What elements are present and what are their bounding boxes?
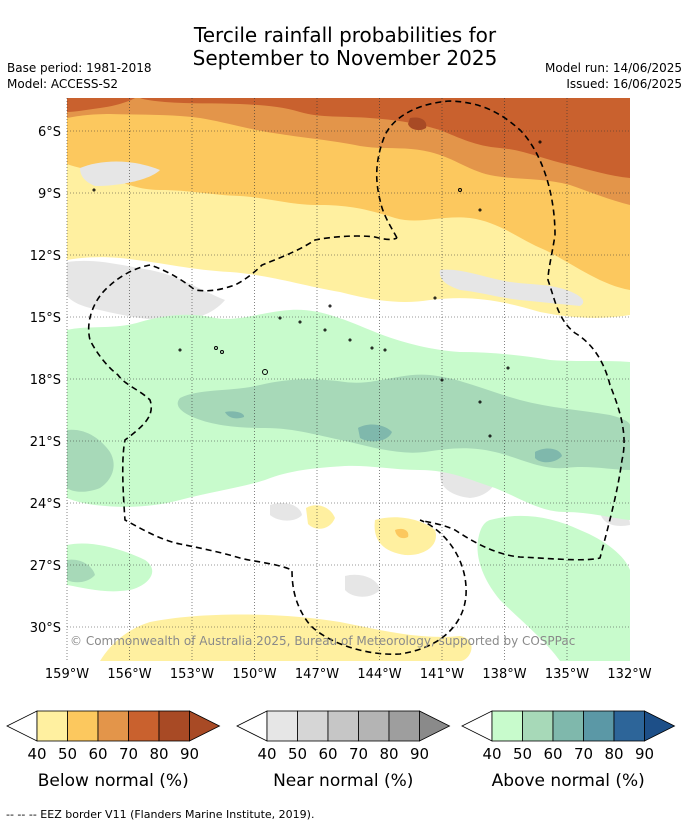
legend-swatch xyxy=(266,710,298,742)
legend-swatch xyxy=(67,710,99,742)
legend-swatch xyxy=(522,710,554,742)
legend-swatch xyxy=(36,710,68,742)
legend-swatch xyxy=(128,710,160,742)
x-tick-label: 147°W xyxy=(295,667,339,682)
legend-tick-label: 70 xyxy=(118,745,139,763)
x-tick-label: 138°W xyxy=(482,667,526,682)
legend-extend-high xyxy=(644,710,676,742)
above-60-spot xyxy=(535,448,562,463)
legend-tick-label: 90 xyxy=(409,745,430,763)
legend-tick-label: 90 xyxy=(634,745,655,763)
legend-tick-label: 90 xyxy=(179,745,200,763)
legend-below-normal xyxy=(6,710,221,742)
eez-footnote: -- -- -- EEZ border V11 (Flanders Marine… xyxy=(6,808,315,821)
legend-swatch xyxy=(552,710,584,742)
above-50-region-south xyxy=(67,559,95,583)
legend-swatch xyxy=(613,710,645,742)
below-70-strip xyxy=(67,98,135,112)
y-tick-label: 27°S xyxy=(30,559,61,574)
legend-tick-label: 80 xyxy=(379,745,399,763)
legend-tick-label: 50 xyxy=(512,745,533,763)
y-tick-label: 30°S xyxy=(30,621,61,636)
x-tick-label: 156°W xyxy=(107,667,151,682)
copyright-note: © Commonwealth of Australia 2025, Bureau… xyxy=(70,634,576,648)
graticule xyxy=(66,98,630,661)
legend-tick-label: 80 xyxy=(604,745,624,763)
legend-swatch xyxy=(297,710,329,742)
near-normal-patch xyxy=(270,503,302,521)
below-40-patch xyxy=(306,505,335,529)
legend-tick-label: 70 xyxy=(573,745,594,763)
legend-tick-label: 40 xyxy=(27,745,47,763)
x-tick-label: 159°W xyxy=(45,667,89,682)
x-tick-label: 141°W xyxy=(420,667,464,682)
title-line-1: Tercile rainfall probabilities for xyxy=(193,23,497,47)
legend-tick-label: 40 xyxy=(482,745,502,763)
legend-extend-high xyxy=(189,710,221,742)
legend-swatch xyxy=(491,710,523,742)
legend-extend-low xyxy=(236,710,268,742)
above-60-spot xyxy=(358,424,392,442)
above-40-region-south xyxy=(477,515,630,661)
legend-above-normal xyxy=(461,710,676,742)
eez-border xyxy=(87,100,625,656)
y-axis-labels: 6°S 9°S 12°S 15°S 18°S 21°S 24°S 27°S 30°S xyxy=(30,125,61,636)
x-axis-labels: 159°W 156°W 153°W 150°W 147°W 144°W 141°W 138°W… xyxy=(45,667,652,682)
y-tick-label: 21°S xyxy=(30,435,61,450)
near-normal-patch xyxy=(439,269,584,306)
y-tick-label: 15°S xyxy=(30,311,61,326)
below-50-spot xyxy=(395,528,409,539)
below-40-patch xyxy=(100,614,472,661)
legend-swatch xyxy=(158,710,190,742)
below-70-region xyxy=(140,98,630,178)
legend-swatch xyxy=(388,710,420,742)
base-period: Base period: 1981-2018 xyxy=(7,61,152,75)
legend-extend-low xyxy=(461,710,493,742)
near-normal-patch xyxy=(67,260,225,321)
legend-swatch xyxy=(327,710,359,742)
y-tick-label: 24°S xyxy=(30,497,61,512)
legend-swatch xyxy=(583,710,615,742)
meta-left: Base period: 1981-2018 Model: ACCESS-S2 xyxy=(7,60,152,92)
title-line-2: September to November 2025 xyxy=(192,46,498,70)
legend-tick-label: 50 xyxy=(57,745,78,763)
legend-label: Below normal (%) xyxy=(37,771,189,791)
above-50-region-west xyxy=(67,429,114,492)
x-tick-label: 132°W xyxy=(607,667,651,682)
legend-tick-label: 70 xyxy=(348,745,369,763)
x-tick-label: 150°W xyxy=(232,667,276,682)
legend-tick-label: 60 xyxy=(88,745,108,763)
x-tick-label: 144°W xyxy=(357,667,401,682)
x-tick-label: 135°W xyxy=(545,667,589,682)
above-60-spot xyxy=(225,411,245,419)
legend-label: Above normal (%) xyxy=(491,771,645,791)
y-tick-label: 6°S xyxy=(38,125,61,140)
legend-extend-low xyxy=(6,710,38,742)
y-tick-label: 18°S xyxy=(30,373,61,388)
legend-tick-label: 50 xyxy=(287,745,308,763)
near-normal-patch xyxy=(345,574,380,597)
model-name: Model: ACCESS-S2 xyxy=(7,77,119,91)
legend-near-normal xyxy=(236,710,451,742)
chart-title: Tercile rainfall probabilities for Septe… xyxy=(0,24,690,70)
legend-tick-label: 80 xyxy=(149,745,169,763)
legend-swatch xyxy=(358,710,390,742)
x-tick-label: 153°W xyxy=(170,667,214,682)
legend-swatch xyxy=(97,710,129,742)
issued-date: Issued: 16/06/2025 xyxy=(566,77,682,91)
map-field xyxy=(67,98,630,661)
legend-tick-label: 40 xyxy=(257,745,277,763)
above-50-region xyxy=(177,374,630,470)
legend-label: Near normal (%) xyxy=(273,771,414,791)
near-normal-patch xyxy=(80,161,160,186)
model-run: Model run: 14/06/2025 xyxy=(544,61,682,75)
legend-tick-label: 60 xyxy=(543,745,563,763)
below-80-spot xyxy=(408,117,427,131)
meta-right: Model run: 14/06/2025 Issued: 16/06/2025 xyxy=(545,60,682,92)
y-tick-label: 9°S xyxy=(38,187,61,202)
y-tick-label: 12°S xyxy=(30,249,61,264)
legend-extend-high xyxy=(419,710,451,742)
legend-tick-label: 60 xyxy=(318,745,338,763)
